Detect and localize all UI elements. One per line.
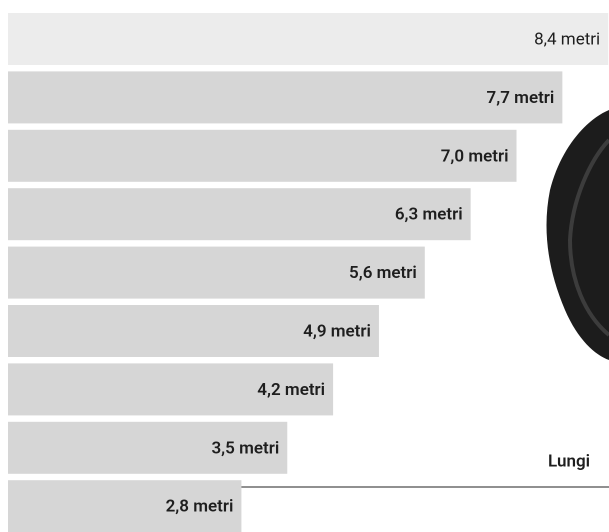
value-label: 7,0 metri xyxy=(441,146,509,166)
bar xyxy=(8,421,288,474)
bar xyxy=(8,188,471,241)
bar xyxy=(8,13,609,65)
bar xyxy=(8,129,517,182)
value-label: 2,8 metri xyxy=(166,497,234,517)
bar xyxy=(8,246,425,299)
annotation: Lungi xyxy=(548,451,590,471)
value-label: 6,3 metri xyxy=(395,205,463,225)
bar xyxy=(8,71,563,124)
value-label: 4,2 metri xyxy=(257,380,325,400)
value-label: 8,4 metri xyxy=(534,29,600,49)
bar xyxy=(8,363,334,416)
bar xyxy=(8,305,379,357)
tube-fold xyxy=(567,138,609,337)
value-label: 4,9 metri xyxy=(303,321,371,341)
value-label: 7,7 metri xyxy=(487,88,555,108)
value-label: 5,6 metri xyxy=(349,263,417,283)
value-label: 3,5 metri xyxy=(211,438,279,458)
bar xyxy=(8,480,242,532)
product-image xyxy=(546,110,609,360)
tube-shape xyxy=(546,110,609,360)
